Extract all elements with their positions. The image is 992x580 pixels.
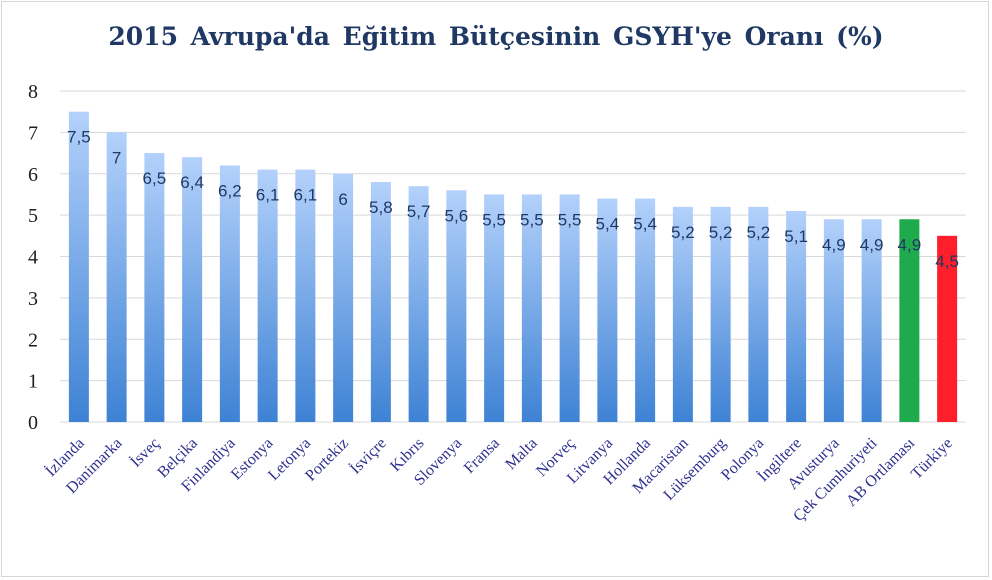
bar bbox=[182, 157, 203, 422]
bar bbox=[899, 219, 920, 422]
data-label: 6,2 bbox=[218, 181, 242, 200]
data-label: 4,9 bbox=[860, 235, 884, 254]
x-tick-label: Portekiz bbox=[302, 435, 352, 485]
y-tick-label: 0 bbox=[28, 412, 38, 434]
data-label: 6,4 bbox=[180, 173, 204, 192]
data-label: 5,5 bbox=[482, 210, 506, 229]
y-tick-label: 5 bbox=[28, 205, 38, 227]
bar bbox=[635, 198, 656, 422]
y-tick-label: 8 bbox=[28, 81, 38, 103]
data-label: 5,2 bbox=[747, 223, 771, 242]
bar bbox=[672, 206, 693, 422]
data-label: 6 bbox=[338, 190, 347, 209]
bar bbox=[370, 182, 391, 422]
data-label: 6,1 bbox=[256, 186, 280, 205]
bar bbox=[257, 169, 278, 422]
bar bbox=[823, 219, 844, 422]
bar bbox=[597, 198, 618, 422]
x-tick-label: Fransa bbox=[461, 435, 503, 477]
bar bbox=[937, 235, 958, 422]
bar bbox=[521, 194, 542, 422]
bar bbox=[295, 169, 316, 422]
y-tick-label: 7 bbox=[28, 122, 38, 144]
data-label: 5,7 bbox=[407, 202, 431, 221]
x-tick-label: Türkiye bbox=[908, 435, 956, 483]
bar bbox=[710, 206, 731, 422]
bar bbox=[408, 186, 429, 422]
data-label: 5,4 bbox=[596, 215, 620, 234]
bar bbox=[748, 206, 769, 422]
bars bbox=[68, 111, 958, 422]
data-label: 5,2 bbox=[671, 223, 695, 242]
data-label: 5,4 bbox=[633, 215, 657, 234]
x-tick-label: İsviçre bbox=[346, 434, 390, 478]
data-label: 6,1 bbox=[294, 186, 318, 205]
bar bbox=[446, 190, 467, 422]
y-tick-label: 3 bbox=[28, 288, 38, 310]
bar bbox=[484, 194, 505, 422]
bar bbox=[68, 111, 89, 422]
y-tick-label: 1 bbox=[28, 371, 38, 393]
data-label: 5,6 bbox=[445, 206, 469, 225]
bar bbox=[144, 153, 165, 422]
bar bbox=[219, 165, 240, 422]
data-label: 4,9 bbox=[822, 235, 846, 254]
data-label: 4,9 bbox=[898, 235, 922, 254]
data-label: 5,2 bbox=[709, 223, 733, 242]
bar bbox=[861, 219, 882, 422]
chart-title: 2015 Avrupa'da Eğitim Bütçesinin GSYH'ye… bbox=[108, 22, 884, 51]
bar bbox=[559, 194, 580, 422]
data-label: 7 bbox=[112, 148, 121, 167]
bar bbox=[786, 210, 807, 422]
data-label: 4,5 bbox=[935, 252, 959, 271]
bar bbox=[333, 173, 354, 422]
bar bbox=[106, 132, 127, 422]
y-axis: 0 1 2 3 4 5 6 7 8 bbox=[28, 81, 38, 434]
data-label: 5,8 bbox=[369, 198, 393, 217]
gridlines bbox=[60, 90, 966, 423]
y-tick-label: 6 bbox=[28, 164, 38, 186]
y-tick-label: 4 bbox=[28, 247, 38, 269]
data-label: 5,5 bbox=[520, 210, 544, 229]
data-label: 6,5 bbox=[143, 169, 167, 188]
y-tick-label: 2 bbox=[28, 329, 38, 351]
data-label: 5,5 bbox=[558, 210, 582, 229]
data-label: 5,1 bbox=[784, 227, 808, 246]
data-labels: 7,5 7 6,5 6,4 6,2 6,1 6,1 6 5,8 5,7 5,6 5,5 5,5 5,5 5,… bbox=[67, 128, 959, 271]
data-label: 7,5 bbox=[67, 128, 91, 147]
